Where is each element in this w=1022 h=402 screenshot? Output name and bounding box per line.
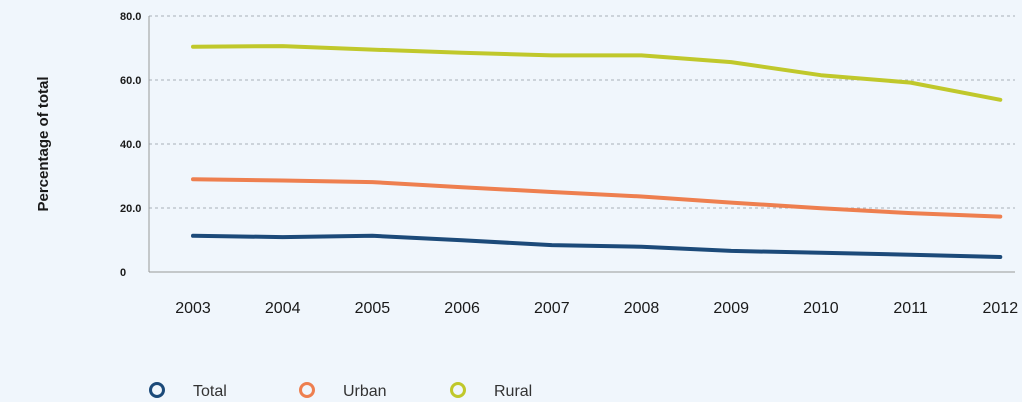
series-lines — [191, 44, 1003, 259]
series-line-rural — [191, 44, 1003, 102]
series-line-urban — [191, 177, 1003, 219]
y-tick-label: 80.0 — [120, 11, 141, 23]
legend-marker-total — [149, 382, 165, 398]
x-tick-label: 2004 — [265, 300, 301, 317]
y-tick-label: 40.0 — [120, 139, 141, 151]
legend-item-rural: Rural — [450, 382, 532, 400]
legend-label: Urban — [343, 383, 387, 400]
x-tick-label: 2010 — [803, 300, 839, 317]
x-tick-label: 2008 — [624, 300, 660, 317]
y-tick-label: 60.0 — [120, 75, 141, 87]
x-tick-label: 2003 — [175, 300, 211, 317]
legend-label: Total — [193, 383, 227, 400]
legend-label: Rural — [494, 383, 532, 400]
x-tick-label: 2007 — [534, 300, 570, 317]
legend-item-total: Total — [149, 382, 227, 400]
series-line-total — [191, 233, 1003, 259]
legend-marker-rural — [450, 382, 466, 398]
gridlines — [149, 15, 1015, 209]
x-tick-label: 2012 — [983, 300, 1019, 317]
legend-marker-urban — [299, 382, 315, 398]
y-tick-label: 0 — [120, 267, 126, 279]
y-tick-label: 20.0 — [120, 203, 141, 215]
x-tick-label: 2005 — [355, 300, 391, 317]
legend-item-urban: Urban — [299, 382, 387, 400]
x-tick-label: 2006 — [444, 300, 480, 317]
y-axis-ticks: 0 20.0 40.0 60.0 80.0 — [120, 11, 141, 279]
x-axis-ticks: 2003 2004 2005 2006 2007 2008 2009 2010 2011 2012 — [175, 300, 1018, 317]
x-tick-label: 2011 — [893, 300, 928, 317]
legend: Total Urban Rural — [149, 382, 532, 400]
x-tick-label: 2009 — [713, 300, 749, 317]
y-axis-label: Percentage of total — [35, 76, 52, 211]
